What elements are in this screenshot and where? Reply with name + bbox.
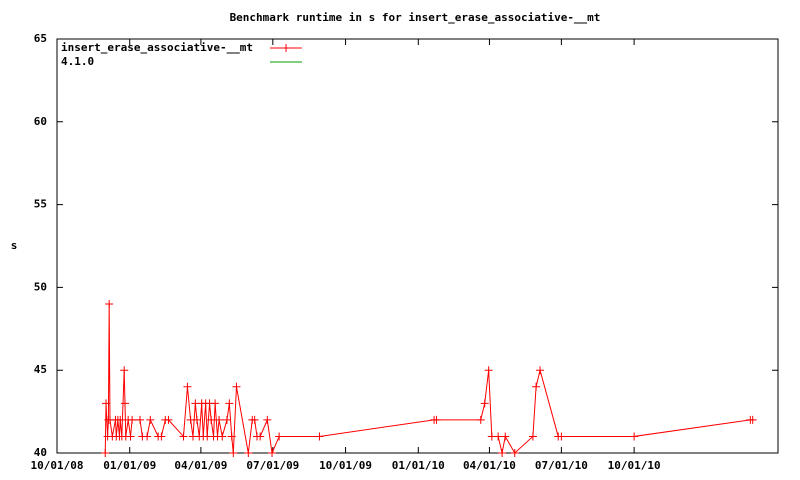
point-marker bbox=[232, 382, 241, 391]
x-tick-label: 10/01/10 bbox=[608, 459, 661, 472]
point-marker bbox=[143, 432, 152, 441]
point-marker bbox=[528, 432, 537, 441]
y-tick-label: 45 bbox=[34, 363, 47, 376]
point-marker bbox=[164, 415, 173, 424]
x-tick-label: 10/01/08 bbox=[31, 459, 84, 472]
y-tick-label: 40 bbox=[34, 446, 47, 459]
point-marker bbox=[222, 415, 231, 424]
y-tick-label: 50 bbox=[34, 280, 47, 293]
point-marker bbox=[101, 449, 110, 457]
point-marker bbox=[484, 366, 493, 375]
point-marker bbox=[748, 415, 757, 424]
x-tick-label: 04/01/10 bbox=[463, 459, 516, 472]
point-marker bbox=[229, 449, 238, 457]
y-tick-label: 55 bbox=[34, 198, 47, 211]
point-marker bbox=[183, 382, 192, 391]
point-marker bbox=[120, 366, 129, 375]
point-marker bbox=[146, 415, 155, 424]
point-marker bbox=[120, 399, 129, 408]
point-marker bbox=[268, 449, 277, 457]
point-marker bbox=[215, 415, 224, 424]
point-marker bbox=[102, 399, 111, 408]
point-marker bbox=[536, 366, 545, 375]
legend-marker bbox=[282, 44, 290, 52]
point-marker bbox=[630, 432, 639, 441]
legend-label: insert_erase_associative-__mt bbox=[61, 41, 253, 54]
point-marker bbox=[510, 449, 519, 457]
point-marker bbox=[476, 415, 485, 424]
point-marker bbox=[432, 415, 441, 424]
x-tick-label: 04/01/09 bbox=[174, 459, 227, 472]
x-tick-label: 01/01/10 bbox=[392, 459, 445, 472]
series-line bbox=[104, 303, 753, 455]
point-marker bbox=[126, 432, 135, 441]
point-marker bbox=[105, 299, 114, 308]
point-marker bbox=[225, 399, 234, 408]
y-tick-label: 65 bbox=[34, 32, 47, 45]
point-marker bbox=[250, 415, 259, 424]
y-tick-label: 60 bbox=[34, 115, 47, 128]
x-tick-label: 10/01/09 bbox=[319, 459, 372, 472]
x-tick-label: 01/01/09 bbox=[103, 459, 156, 472]
point-marker bbox=[480, 399, 489, 408]
legend-label: 4.1.0 bbox=[61, 55, 94, 68]
point-marker bbox=[557, 432, 566, 441]
point-marker bbox=[275, 432, 284, 441]
point-marker bbox=[532, 382, 541, 391]
x-tick-label: 07/01/10 bbox=[535, 459, 588, 472]
point-marker bbox=[218, 432, 227, 441]
point-marker bbox=[256, 432, 265, 441]
y-axis-label: s bbox=[11, 239, 18, 252]
point-marker bbox=[498, 449, 507, 457]
point-marker bbox=[116, 415, 125, 424]
point-marker bbox=[501, 432, 510, 441]
chart-title: Benchmark runtime in s for insert_erase_… bbox=[230, 11, 601, 24]
point-marker bbox=[244, 449, 253, 457]
point-marker bbox=[136, 415, 145, 424]
point-marker bbox=[128, 415, 137, 424]
point-marker bbox=[192, 415, 201, 424]
plot-frame bbox=[56, 38, 779, 454]
point-marker bbox=[263, 415, 272, 424]
point-marker bbox=[494, 432, 503, 441]
point-marker bbox=[179, 432, 188, 441]
point-marker bbox=[315, 432, 324, 441]
point-marker bbox=[157, 432, 166, 441]
x-tick-label: 07/01/09 bbox=[246, 459, 299, 472]
point-marker bbox=[211, 399, 220, 408]
point-marker bbox=[227, 432, 236, 441]
point-marker bbox=[207, 415, 216, 424]
